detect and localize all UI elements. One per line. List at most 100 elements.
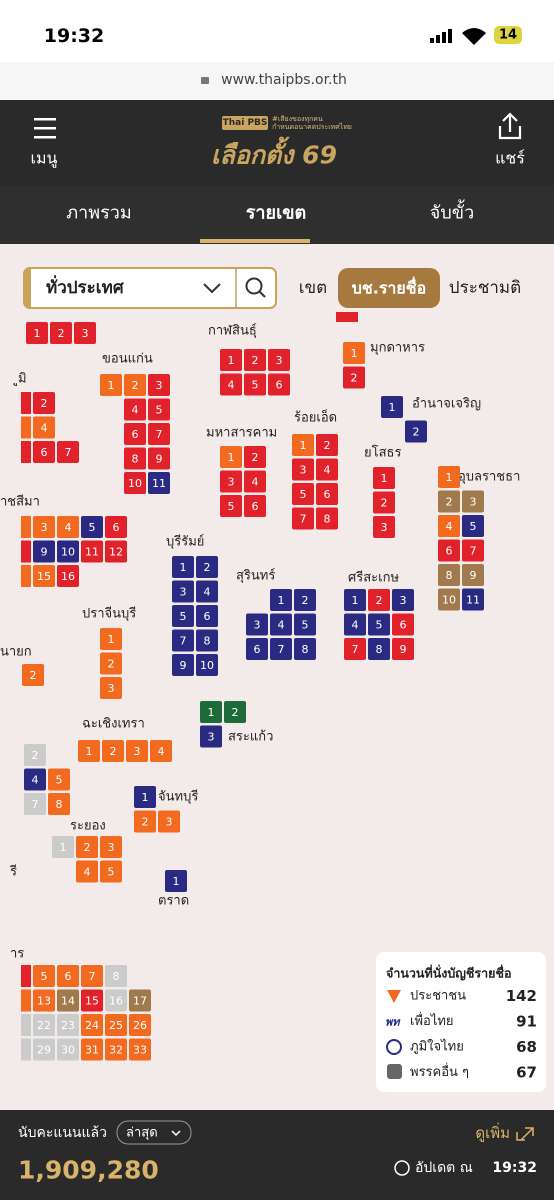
seat-number: 15 [37,570,51,583]
legend-party: ภูมิใจไทย [410,1039,464,1055]
seat-cell-partial [21,1038,31,1061]
province: อุบลราชธา 1 2 3 4 5 6 7 8 9 10 11 [438,466,520,611]
logo[interactable]: Thai PBS #เสียงของทุกคน กำหนดอนาคตประเทศ… [211,115,352,170]
seat-cell [124,423,146,445]
seat-number: 3 [156,379,163,392]
seat-number: 26 [133,1019,147,1032]
province-name: ศรีสะเกษ [348,570,399,586]
seat-cell [373,491,395,514]
seat-cell [462,490,484,513]
seat-cell [196,556,218,578]
province: อำนาจเจริญ 1 2 [381,396,481,443]
search-button[interactable] [245,277,266,298]
province: มุกดาหาร 1 2 [343,341,425,389]
seat-cell [33,416,55,439]
seat-cell [57,1014,79,1036]
seat-cell-partial [21,540,31,563]
seat-cell [100,374,122,396]
seat-cell [129,1038,151,1061]
seat-cell [124,447,146,470]
province-name: ปราจีนบุรี [82,606,136,622]
seat-number: 25 [109,1019,123,1032]
seat-number: 7 [89,970,96,983]
tab-active[interactable]: รายเขต [246,203,306,224]
tab[interactable]: ภาพรวม [66,203,131,224]
seat-cell [158,810,180,833]
seat-number: 1 [352,594,359,607]
seat-number: 1 [228,354,235,367]
seat-cell [24,793,46,815]
seat-cell [196,629,218,652]
tab[interactable]: จับขั้ว [430,200,474,224]
seat-cell [148,374,170,396]
seat-cell [196,654,218,676]
seat-number: 6 [252,500,259,513]
seat-number: 1 [60,841,67,854]
province: 2 4 5 7 8 [24,744,70,815]
mode-option[interactable]: เขต [299,278,327,298]
wifi-icon [462,28,486,45]
seat-number: 2 [142,816,149,829]
seat-number: 8 [376,643,383,656]
share-button[interactable]: แชร์ [495,112,525,168]
province: บุรีรัมย์ 1 2 3 4 5 6 7 8 9 10 [166,534,218,676]
seat-number: 5 [180,610,187,623]
seat-cell [244,495,266,517]
province: ศรีสะเกษ 1 2 3 4 5 6 7 8 9 [344,570,414,660]
menu-label: เมนู [31,149,58,169]
seat-number: 8 [324,513,331,526]
expand-icon[interactable] [516,1127,534,1141]
battery-icon [494,26,522,44]
seat-number: 6 [113,521,120,534]
latest-dropdown[interactable]: ล่าสุด [116,1120,192,1145]
seat-cell [100,677,122,699]
seat-number: 9 [156,453,163,466]
seat-cell-partial [21,416,31,439]
seat-cell [105,989,127,1012]
seat-cell [148,472,170,494]
seat-number: 4 [278,619,285,632]
province-name: ร้อยเอ็ด [294,408,337,426]
seat-cell [294,613,316,636]
seat-cell [292,434,314,456]
legend-party: พรรคอื่น ๆ [410,1063,469,1080]
seat-cell [368,613,390,636]
counted-label: นับคะแนนแล้ว [18,1125,107,1141]
seat-number: 5 [470,520,477,533]
logo-text: เลือกตั้ง 69 [211,137,337,170]
seat-number: 10 [61,546,75,559]
seat-cell [24,744,46,766]
seat-number: 7 [352,643,359,656]
battery-level: 14 [499,28,517,43]
seat-cell [270,638,292,660]
seat-cell [76,836,98,858]
seat-cell [57,1038,79,1061]
more-link[interactable]: ดูเพิ่ม [475,1122,510,1142]
seat-cell [148,423,170,445]
seat-cell [172,654,194,676]
url[interactable]: www.thaipbs.or.th [221,72,347,88]
party-icon: พท [385,1016,401,1029]
seat-number: 1 [180,561,187,574]
seat-number: 1 [300,439,307,452]
seat-cell [100,860,122,883]
seat-cell [22,664,44,686]
region-dropdown[interactable]: ทั่วประเทศ [23,267,277,309]
seat-number: 10 [200,659,214,672]
seat-cell [220,495,242,517]
seat-cell [57,516,79,538]
province: าชสีมา3 4 5 6 9 10 11 12 15 16 [0,494,127,587]
seat-cell-partial [21,965,31,987]
seat-cell [344,613,366,636]
latest-label: ล่าสุด [126,1126,158,1141]
seat-number: 6 [204,610,211,623]
mode-option[interactable]: ประชามติ [449,278,521,298]
mode-option-active[interactable]: บช.รายชื่อ [352,277,427,298]
seat-number: 3 [108,841,115,854]
seat-number: 3 [208,731,215,744]
seat-number: 1 [108,379,115,392]
menu-button[interactable]: เมนู [31,118,58,169]
seat-cell [368,638,390,660]
seat-cell [438,588,460,611]
